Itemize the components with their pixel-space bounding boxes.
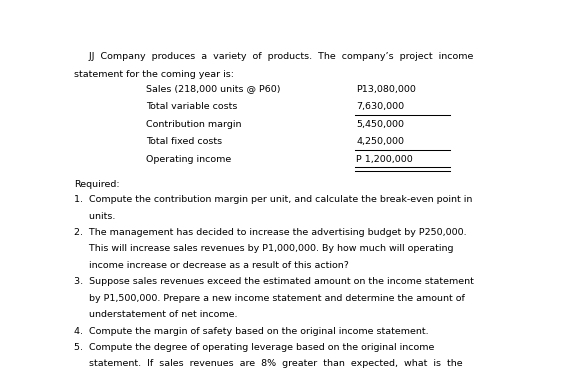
Text: by P1,500,000. Prepare a new income statement and determine the amount of: by P1,500,000. Prepare a new income stat… [74,294,465,303]
Text: Total variable costs: Total variable costs [146,102,237,111]
Text: 1.  Compute the contribution margin per unit, and calculate the break-even point: 1. Compute the contribution margin per u… [74,195,473,204]
Text: P13,080,000: P13,080,000 [356,85,416,94]
Text: 4.  Compute the margin of safety based on the original income statement.: 4. Compute the margin of safety based on… [74,327,429,335]
Text: Total fixed costs: Total fixed costs [146,137,222,146]
Text: Contribution margin: Contribution margin [146,120,241,129]
Text: Required:: Required: [74,180,120,188]
Text: 5.  Compute the degree of operating leverage based on the original income: 5. Compute the degree of operating lever… [74,343,434,352]
Text: units.: units. [74,212,116,221]
Text: 4,250,000: 4,250,000 [356,137,404,146]
Text: 2.  The management has decided to increase the advertising budget by P250,000.: 2. The management has decided to increas… [74,228,467,237]
Text: Operating income: Operating income [146,155,231,164]
Text: 3.  Suppose sales revenues exceed the estimated amount on the income statement: 3. Suppose sales revenues exceed the est… [74,277,474,286]
Text: 5,450,000: 5,450,000 [356,120,404,129]
Text: Sales (218,000 units @ P60): Sales (218,000 units @ P60) [146,85,280,94]
Text: This will increase sales revenues by P1,000,000. By how much will operating: This will increase sales revenues by P1,… [74,245,454,254]
Text: P 1,200,000: P 1,200,000 [356,155,413,164]
Text: 7,630,000: 7,630,000 [356,102,404,111]
Text: statement.  If  sales  revenues  are  8%  greater  than  expected,  what  is  th: statement. If sales revenues are 8% grea… [74,359,463,368]
Text: JJ  Company  produces  a  variety  of  products.  The  company’s  project  incom: JJ Company produces a variety of product… [74,52,474,61]
Text: statement for the coming year is:: statement for the coming year is: [74,70,234,79]
Text: income increase or decrease as a result of this action?: income increase or decrease as a result … [74,261,349,270]
Text: understatement of net income.: understatement of net income. [74,310,238,319]
